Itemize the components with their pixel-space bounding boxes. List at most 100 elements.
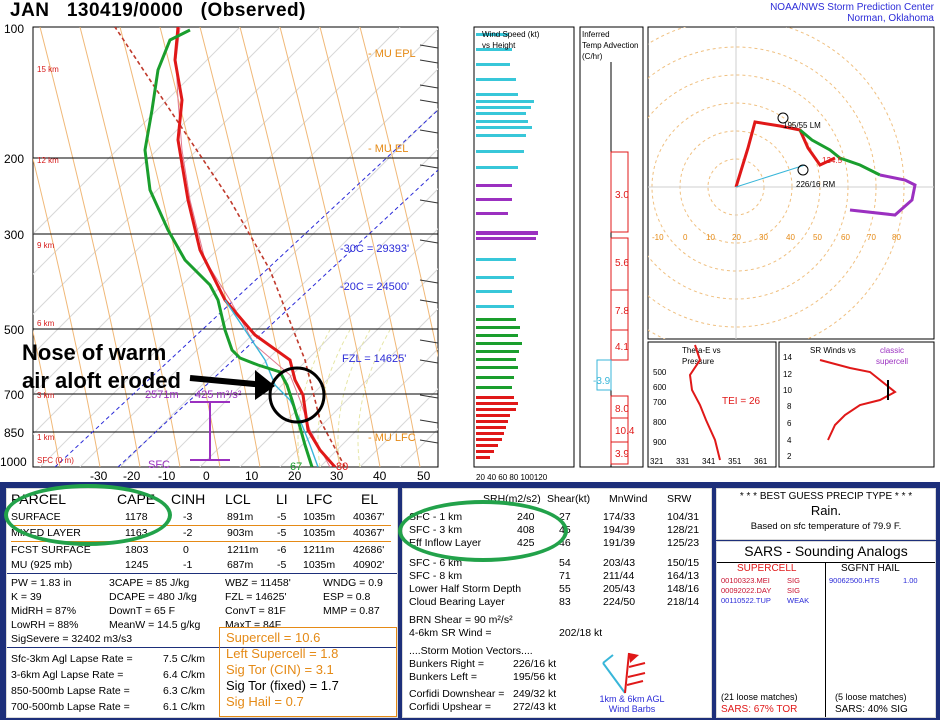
srh-highlight-ellipse (398, 500, 568, 562)
height-label: 6 km (37, 319, 55, 328)
hodo-axis-label: 40 (786, 233, 795, 242)
hdr-lcl: LCL (225, 491, 251, 507)
sars-title: SARS - Sounding Analogs (744, 543, 908, 559)
svg-text:331: 331 (676, 457, 690, 466)
left-supercell-composite: Left Supercell = 1.8 (226, 646, 339, 661)
adv-title-line1: Inferred (582, 30, 610, 39)
sig-tor-fixed: Sig Tor (fixed) = 1.7 (226, 678, 339, 693)
svg-text:600: 600 (653, 383, 667, 392)
hodograph-trace-low (734, 120, 836, 188)
sars-sup-row[interactable]: 00100323.MEI SIG (721, 576, 800, 585)
svg-text:12: 12 (783, 370, 792, 379)
svg-text:8.0: 8.0 (615, 404, 629, 415)
composite-list: Supercell = 10.6 Left Supercell = 1.8 Si… (226, 630, 339, 710)
svg-text:14: 14 (783, 353, 792, 362)
sars-sup-row[interactable]: 00110522.TUP WEAK (721, 596, 810, 605)
hodo-axis-label: 50 (813, 233, 822, 242)
hodo-axis-label: 20 (732, 233, 741, 242)
agency-line1: NOAA/NWS Storm Prediction Center (770, 2, 934, 13)
hodo-axis-label: 80 (892, 233, 901, 242)
sfc-temp-label: 80 (336, 461, 348, 473)
mu-epl-label: - MU EPL (368, 48, 416, 60)
height-label: SFC (0 m) (37, 456, 74, 465)
t-label: -20 (123, 469, 141, 482)
height-labels: 15 km 12 km 9 km 6 km 3 km 1 km SFC (0 m… (37, 65, 74, 465)
sig-tor-cin: Sig Tor (CIN) = 3.1 (226, 662, 334, 677)
minus20-label: -20C = 24500' (340, 281, 409, 293)
agency-credit: NOAA/NWS Storm Prediction Center Norman,… (770, 2, 934, 24)
sars-sup-row[interactable]: 00092022.DAY SIG (721, 586, 800, 595)
adv-title-line2: Temp Advection (582, 41, 638, 50)
minus20-isotherm (117, 169, 438, 467)
wind-barbs (419, 44, 438, 444)
skewt-background (33, 27, 438, 467)
height-label: 9 km (37, 241, 55, 250)
hodograph-frame (647, 26, 935, 340)
mu-el-label: - MU EL (368, 143, 408, 155)
wind-panel-title-line1: Wind Speed (kt) (482, 30, 540, 39)
svg-text:361: 361 (754, 457, 768, 466)
station-id: JAN (10, 0, 50, 21)
wind-panel-axis: 20 40 60 80 100120 (476, 473, 548, 482)
svg-text:900: 900 (653, 438, 667, 447)
composite-box: Supercell = 10.6 Left Supercell = 1.8 Si… (219, 627, 397, 717)
height-label: 12 km (37, 156, 59, 165)
wetbulb-trace (224, 299, 319, 467)
sars-hail-list: 90062500.HTS 1.00 (829, 576, 918, 586)
p-label-1000: 1000 (0, 455, 27, 469)
warm-nose-circle (268, 366, 326, 424)
wind-barb-icon (602, 652, 646, 694)
t-label: -10 (158, 469, 176, 482)
t-label: 0 (203, 469, 210, 482)
sig-hail: Sig Hail = 0.7 (226, 694, 304, 709)
t-label: -30 (90, 469, 108, 482)
height-label: 3 km (37, 391, 55, 400)
wind-speed-bars (476, 33, 538, 459)
sr-subtitle-line2: supercell (876, 357, 908, 366)
svg-text:2: 2 (787, 452, 792, 461)
cape-highlight-ellipse (4, 484, 172, 546)
hodo-axis-label: 0 (683, 233, 688, 242)
minus30-label: -30C = 29393' (340, 243, 409, 255)
sars-supercell-list: 00100323.MEI SIG 00092022.DAY SIG 00110522… (721, 576, 809, 606)
p-label-700: 700 (4, 388, 24, 402)
precip-value: Rain. (810, 503, 842, 518)
hodo-axis-label: 10 (706, 233, 715, 242)
p-label-100: 100 (4, 22, 24, 36)
hodo-axis-label: -10 (652, 233, 664, 242)
sars-hail-row[interactable]: 90062500.HTS 1.00 (829, 576, 918, 585)
supercell-composite: Supercell = 10.6 (226, 630, 321, 645)
t-label: 30 (330, 469, 344, 482)
storm-motion-vector (735, 164, 806, 188)
storm-motion-title: ....Storm Motion Vectors.... (409, 645, 533, 657)
virtual-temp-trace (175, 27, 331, 467)
parcel-trace (114, 27, 346, 467)
tei-label: TEI = 26 (722, 396, 761, 407)
annotation-arrowhead (255, 370, 275, 400)
dry-adiabats (33, 27, 438, 467)
svg-text:500: 500 (653, 368, 667, 377)
agency-line2: Norman, Oklahoma (847, 13, 934, 24)
svg-text:341: 341 (702, 457, 716, 466)
p-label-200: 200 (4, 152, 24, 166)
temp-axis: -30 -20 -10 0 10 20 30 40 50 (90, 469, 431, 482)
sr-subtitle-line1: classic (880, 346, 904, 355)
hodograph-rings (648, 27, 934, 339)
p-label-850: 850 (4, 426, 24, 440)
hdr-lfc: LFC (306, 491, 333, 507)
annot-line1: Nose of warm (22, 340, 167, 365)
barb-caption-line2: Wind Barbs (608, 704, 656, 714)
annot-line2: air aloft eroded (22, 368, 181, 393)
sigsevere: SigSevere = 32402 m3/s3 (11, 633, 133, 645)
advection-values: 3.0 5.6 7.8 4.1 -3.9 8.0 10.4 3.9 (593, 190, 635, 460)
precip-box: * * * BEST GUESS PRECIP TYPE * * * Rain.… (716, 488, 936, 540)
sfc-label: SFC (148, 459, 170, 471)
moist-adiabats (297, 329, 391, 467)
t-label: 10 (245, 469, 259, 482)
svg-text:4.1: 4.1 (615, 342, 629, 353)
skewt-annotations: - MU EPL - MU EL -30C = 29393' -20C = 24… (340, 48, 416, 444)
hodo-mean-label: 124.5 (822, 156, 843, 165)
right-mover-marker (797, 164, 809, 176)
hodo-axis-label: 30 (759, 233, 768, 242)
precip-title: * * * BEST GUESS PRECIP TYPE * * * (739, 491, 913, 502)
